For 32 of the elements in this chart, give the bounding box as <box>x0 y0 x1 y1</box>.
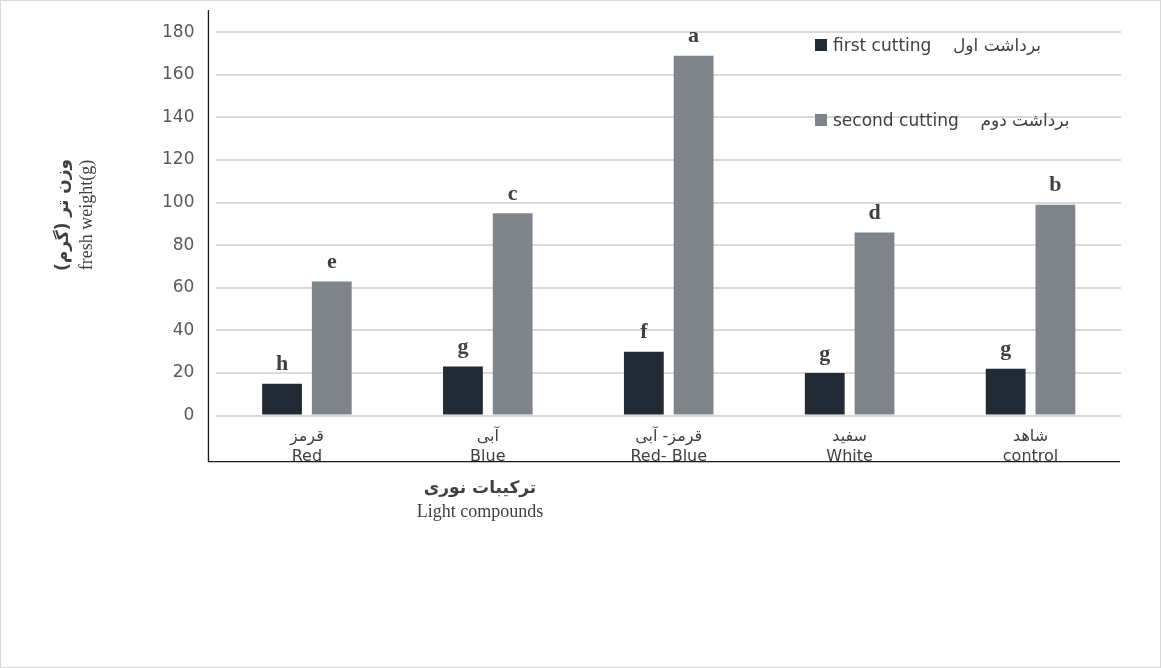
data-label: h <box>275 350 289 376</box>
y-tick-label: 80 <box>172 233 195 254</box>
data-label: e <box>326 248 337 274</box>
y-tick-label: 40 <box>172 318 195 339</box>
bar <box>804 373 845 415</box>
data-label: a <box>688 22 700 48</box>
y-tick-label: 180 <box>161 20 195 41</box>
bar <box>854 232 895 415</box>
data-label: d <box>868 199 881 225</box>
bar <box>492 213 533 415</box>
bar <box>985 368 1026 415</box>
legend-label: first cutting برداشت اول <box>833 35 1042 55</box>
data-label: b <box>1049 171 1062 197</box>
legend-label: second cutting برداشت دوم <box>833 110 1070 130</box>
bar <box>1035 204 1076 415</box>
bar <box>673 55 714 415</box>
y-tick-label: 160 <box>161 63 195 84</box>
bar <box>262 383 302 415</box>
data-label: f <box>640 318 649 344</box>
data-label: c <box>507 179 518 205</box>
bar <box>311 281 352 415</box>
y-tick-label: 100 <box>161 191 195 212</box>
y-tick-label: 60 <box>172 276 195 297</box>
bar <box>623 351 664 415</box>
bar <box>443 366 483 415</box>
data-label: g <box>457 333 469 359</box>
data-label: g <box>1000 335 1012 361</box>
y-tick-label: 0 <box>183 404 195 425</box>
y-tick-label: 120 <box>161 148 195 169</box>
data-label: g <box>819 339 831 365</box>
y-tick-label: 140 <box>161 105 195 126</box>
y-tick-label: 20 <box>172 361 195 382</box>
